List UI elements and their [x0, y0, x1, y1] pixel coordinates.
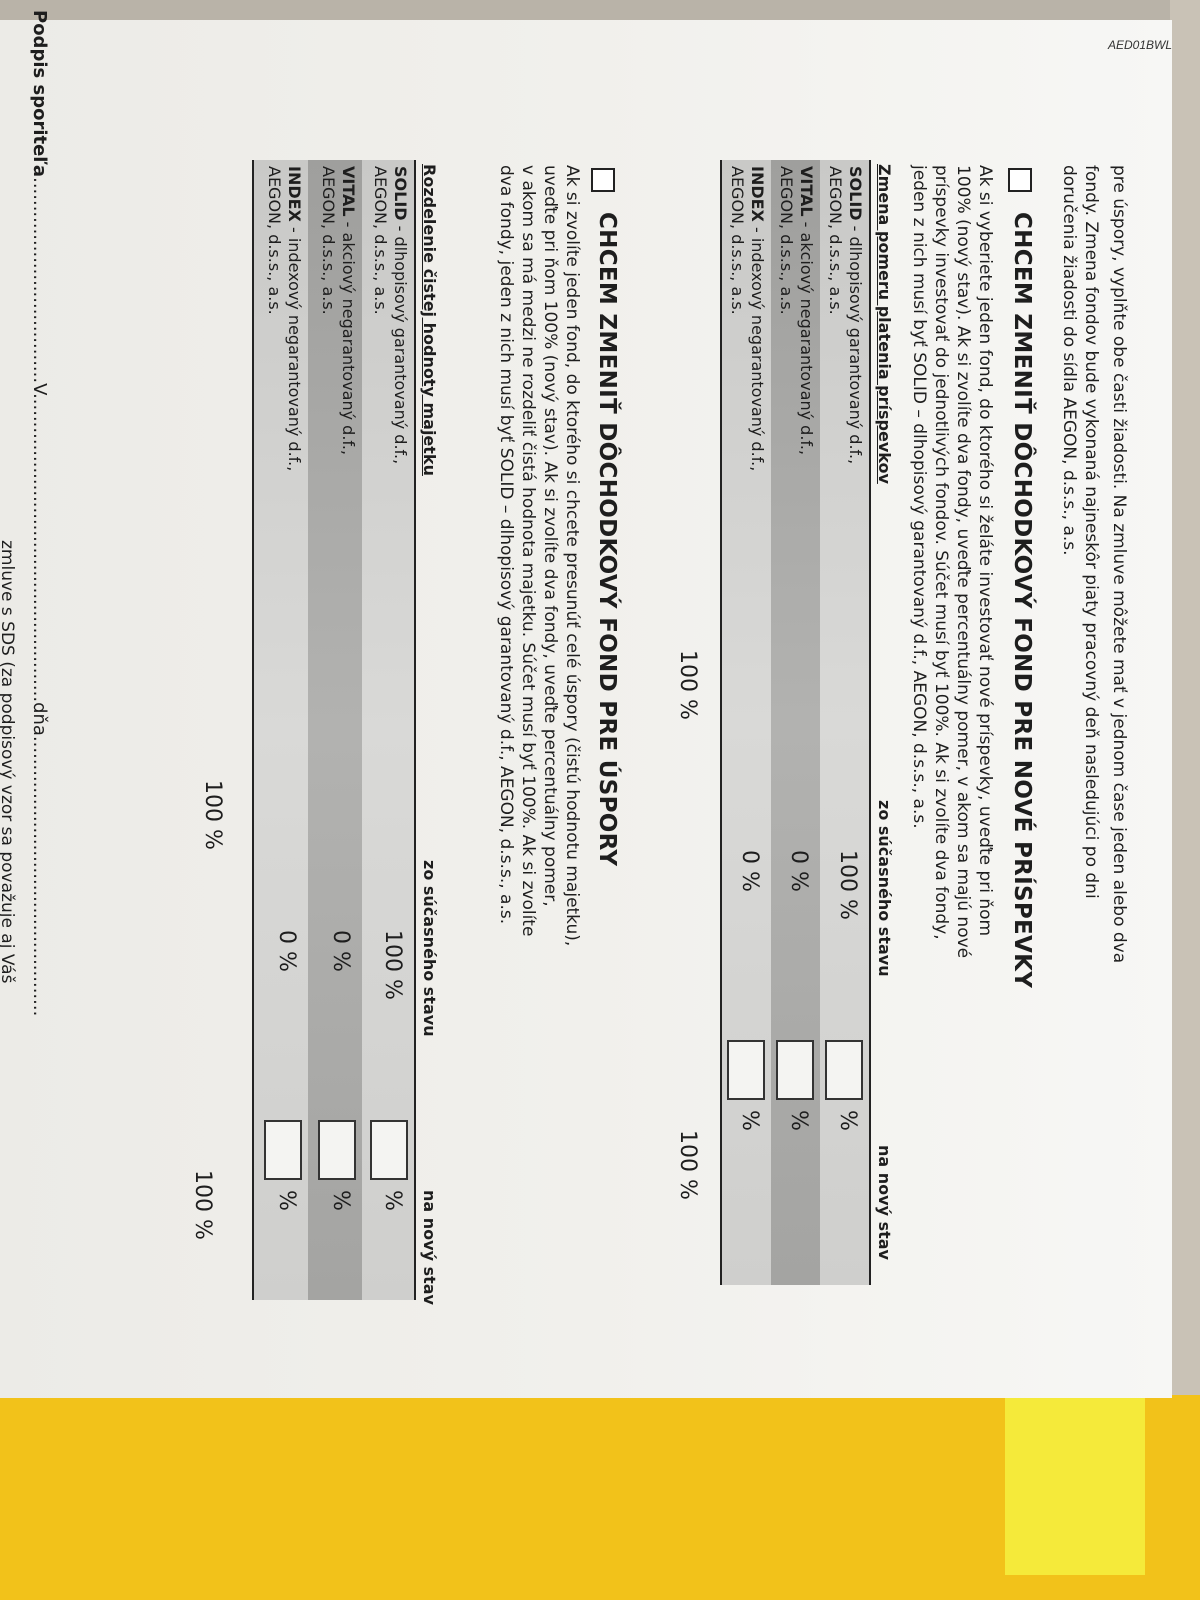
percent-sign: %	[737, 1110, 762, 1131]
fund-company: AEGON, d.s.s., a.s.	[319, 166, 338, 315]
new-percent-input[interactable]	[318, 1120, 356, 1180]
total-current: 100 %	[675, 650, 700, 720]
fund-desc: - dlhopisový garantovaný d.f.,	[846, 220, 865, 465]
new-percent-input[interactable]	[825, 1040, 863, 1100]
section2-body: uveďte pri ňom 100% (nový stav). Ak si z…	[540, 165, 560, 907]
fund-desc: - indexový negarantovaný d.f.,	[748, 221, 767, 472]
new-percent-input[interactable]	[727, 1040, 765, 1100]
current-value: 100 %	[380, 930, 405, 1000]
fund-company: AEGON, d.s.s., a.s.	[371, 166, 390, 315]
new-contributions-checkbox[interactable]	[1008, 168, 1032, 192]
table-row-index: INDEX - indexový negarantovaný d.f., AEGO…	[254, 160, 308, 1300]
fund-label: SOLID - dlhopisový garantovaný d.f., AEGO…	[370, 166, 410, 464]
current-value: 0 %	[786, 850, 811, 892]
percent-sign: %	[328, 1190, 353, 1211]
current-value: 0 %	[737, 850, 762, 892]
section1-body: jeden z nich musí byť SOLID – dlhopisový…	[909, 165, 929, 829]
percent-sign: %	[835, 1110, 860, 1131]
current-value: 0 %	[328, 930, 353, 972]
fund-label: VITAL - akciový negarantovaný d.f., AEGON…	[318, 166, 358, 455]
section2-body: Ak si zvolíte jeden fond, do ktorého si …	[562, 165, 582, 947]
fund-company: AEGON, d.s.s., a.s.	[265, 166, 284, 315]
percent-sign: %	[786, 1110, 811, 1131]
fund-label: INDEX - indexový negarantovaný d.f., AEGO…	[264, 166, 304, 471]
savings-table: Rozdelenie čistej hodnoty majetku zo súč…	[252, 160, 442, 1305]
new-percent-input[interactable]	[264, 1120, 302, 1180]
signature-line: Podpis sporiteľa........................…	[29, 10, 50, 1016]
new-percent-input[interactable]	[370, 1120, 408, 1180]
section1-body: 100% (nový stav). Ak si zvolíte dva fond…	[953, 165, 973, 959]
section1-heading: CHCEM ZMENIŤ DÔCHODKOVÝ FOND PRE NOVÉ PR…	[1009, 212, 1035, 989]
contributions-table: Zmena pomeru platenia príspevkov zo súča…	[720, 160, 897, 1285]
table-header: Rozdelenie čistej hodnoty majetku zo súč…	[414, 160, 442, 1305]
header-fund: Rozdelenie čistej hodnoty majetku	[420, 164, 439, 476]
total-new: 100 %	[190, 1170, 215, 1240]
header-new: na nový stav	[420, 1190, 439, 1305]
footnote: zmluve s SDS (za podpisový vzor sa považ…	[0, 540, 17, 984]
table-row-solid: SOLID - dlhopisový garantovaný d.f., AEGO…	[362, 160, 414, 1300]
paper-sheet	[0, 20, 1172, 1398]
intro-line: fondy. Zmena fondov bude vykonaná najnes…	[1081, 165, 1101, 899]
current-value: 100 %	[835, 850, 860, 920]
table-row-vital: VITAL - akciový negarantovaný d.f., AEGON…	[308, 160, 362, 1300]
fund-label: SOLID - dlhopisový garantovaný d.f., AEGO…	[825, 166, 865, 464]
fund-desc: - dlhopisový garantovaný d.f.,	[391, 220, 410, 465]
background-surface	[1170, 0, 1200, 1600]
fund-name: INDEX	[285, 166, 304, 222]
dots: ........................................…	[29, 735, 50, 1017]
header-new: na nový stav	[875, 1145, 894, 1260]
header-current: zo súčasného stavu	[875, 800, 894, 977]
fund-name: INDEX	[748, 166, 767, 222]
current-value: 0 %	[274, 930, 299, 972]
dots: ........................................…	[29, 393, 50, 703]
fund-label: VITAL - akciový negarantovaný d.f., AEGON…	[776, 166, 816, 455]
header-current: zo súčasného stavu	[420, 860, 439, 1037]
total-new: 100 %	[675, 1130, 700, 1200]
savings-checkbox[interactable]	[591, 168, 615, 192]
fund-name: SOLID	[846, 166, 865, 221]
intro-line: pre úspory, vyplňte obe časti žiadosti. …	[1109, 165, 1129, 964]
place-label: V	[29, 383, 50, 394]
sticky-note	[1005, 1395, 1145, 1575]
section1-body: Ak si vyberiete jeden fond, do ktorého s…	[975, 165, 995, 937]
fund-company: AEGON, d.s.s., a.s.	[777, 166, 796, 315]
section2-heading: CHCEM ZMENIŤ DÔCHODKOVÝ FOND PRE ÚSPORY	[594, 212, 620, 867]
table-row-solid: SOLID - dlhopisový garantovaný d.f., AEGO…	[820, 160, 869, 1285]
dots: ....................................	[29, 177, 50, 384]
total-current: 100 %	[200, 780, 225, 850]
header-fund: Zmena pomeru platenia príspevkov	[875, 164, 894, 484]
fund-label: INDEX - indexový negarantovaný d.f., AEGO…	[727, 166, 767, 471]
table-header: Zmena pomeru platenia príspevkov zo súča…	[869, 160, 897, 1285]
fund-desc: - indexový negarantovaný d.f.,	[285, 221, 304, 472]
fund-desc: - akciový negarantovaný d.f.,	[797, 216, 816, 456]
percent-sign: %	[380, 1190, 405, 1211]
date-label: dňa	[29, 702, 50, 736]
table-row-vital: VITAL - akciový negarantovaný d.f., AEGON…	[771, 160, 820, 1285]
section2-body: v akom sa má medzi ne rozdeliť čistá hod…	[518, 165, 538, 937]
signature-label: Podpis sporiteľa	[29, 10, 50, 178]
intro-line: doručenia žiadosti do sídla AEGON, d.s.s…	[1059, 165, 1079, 556]
yellow-folder	[0, 1395, 1200, 1600]
percent-sign: %	[274, 1190, 299, 1211]
fund-name: SOLID	[391, 166, 410, 221]
section1-body: príspevky investovať do jednotlivých fon…	[931, 165, 951, 940]
section2-body: dva fondy, jeden z nich musí byť SOLID –…	[496, 165, 516, 925]
fund-company: AEGON, d.s.s., a.s.	[826, 166, 845, 315]
fund-name: VITAL	[797, 166, 816, 217]
fund-company: AEGON, d.s.s., a.s.	[728, 166, 747, 315]
new-percent-input[interactable]	[776, 1040, 814, 1100]
fund-name: VITAL	[339, 166, 358, 217]
form-code: AED01BWL	[1108, 38, 1173, 52]
fund-desc: - akciový negarantovaný d.f.,	[339, 216, 358, 456]
table-row-index: INDEX - indexový negarantovaný d.f., AEGO…	[722, 160, 771, 1285]
